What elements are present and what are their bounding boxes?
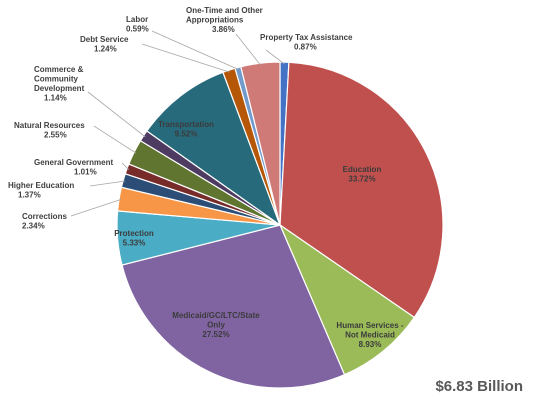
slice-value-corrections: 2.34%	[22, 222, 45, 231]
slice-name-commerce-community-development: Development	[34, 84, 85, 93]
slice-name-property-tax-assistance: Property Tax Assistance	[260, 33, 353, 42]
pie-slice-transportation	[146, 71, 282, 227]
slice-labels: Property Tax Assistance 0.87% Education 33.…	[8, 6, 404, 349]
pie-slice-medicaid-gc-ltc-state-only	[121, 224, 346, 389]
slice-value-transportation: 9.52%	[175, 130, 198, 139]
slice-name-corrections: Corrections	[22, 212, 67, 221]
slice-name-higher-education: Higher Education	[8, 181, 74, 190]
slice-name-labor: Labor	[126, 15, 148, 24]
slice-label-property-tax-assistance: Property Tax Assistance 0.87%	[260, 33, 353, 52]
slice-label-higher-education: Higher Education 1.37%	[8, 181, 74, 200]
slice-name-protection: Protection	[114, 229, 154, 238]
slice-label-commerce-community-development: Commerce & Community Development 1.14%	[34, 65, 85, 103]
slice-value-protection: 5.33%	[123, 239, 146, 248]
slice-label-transportation: Transportation 9.52%	[158, 120, 214, 139]
leader-line-higher-education	[89, 180, 126, 187]
leader-line-corrections	[70, 198, 122, 217]
slice-label-natural-resources: Natural Resources 2.55%	[14, 121, 85, 140]
slice-value-property-tax-assistance: 0.87%	[294, 43, 317, 52]
leader-line-natural-resources	[93, 125, 137, 154]
leader-line-general-government	[121, 162, 130, 170]
leader-line-property-tax-assistance	[265, 49, 285, 65]
slice-value-education: 33.72%	[348, 175, 375, 184]
slice-name-general-government: General Government	[34, 158, 113, 167]
slice-name-commerce-community-development: Commerce &	[34, 65, 84, 74]
slice-value-human-services-not-medicaid: 8.93%	[359, 340, 382, 349]
total-budget-label: $6.83 Billion	[435, 378, 523, 395]
slice-name-human-services-not-medicaid: Human Services -	[336, 321, 403, 330]
slice-value-natural-resources: 2.55%	[44, 131, 67, 140]
slice-label-debt-service: Debt Service 1.24%	[80, 35, 129, 54]
pie-slices	[116, 61, 444, 389]
leader-line-debt-service	[141, 43, 230, 73]
slice-value-labor: 0.59%	[126, 25, 149, 34]
slice-value-medicaid-gc-ltc-state-only: 27.52%	[202, 330, 229, 339]
leader-line-one-time-and-other-appropriations	[235, 33, 261, 66]
slice-label-medicaid-gc-ltc-state-only: Medicaid/GC/LTC/State Only 27.52%	[172, 311, 260, 339]
leader-lines	[70, 30, 285, 217]
slice-value-higher-education: 1.37%	[18, 191, 41, 200]
pie-slice-human-services-not-medicaid	[278, 223, 416, 376]
slice-name-one-time-and-other-appropriations: Appropriations	[186, 16, 244, 25]
slice-label-general-government: General Government 1.01%	[34, 158, 113, 177]
slice-name-medicaid-gc-ltc-state-only: Medicaid/GC/LTC/State	[172, 311, 260, 320]
slice-label-labor: Labor 0.59%	[126, 15, 149, 34]
slice-label-education: Education 33.72%	[343, 165, 382, 184]
slice-label-human-services-not-medicaid: Human Services -Not Medicaid 8.93%	[336, 321, 403, 349]
slice-label-protection: Protection 5.33%	[114, 229, 154, 248]
slice-name-transportation: Transportation	[158, 120, 214, 129]
slice-value-debt-service: 1.24%	[94, 45, 117, 54]
slice-name-education: Education	[343, 165, 382, 174]
slice-name-one-time-and-other-appropriations: One-Time and Other	[186, 6, 263, 15]
slice-name-commerce-community-development: Community	[34, 75, 79, 84]
pie-slice-education	[279, 61, 444, 319]
slice-value-commerce-community-development: 1.14%	[44, 94, 67, 103]
slice-name-natural-resources: Natural Resources	[14, 121, 85, 130]
slice-name-human-services-not-medicaid: Not Medicaid	[345, 331, 395, 340]
slice-label-one-time-and-other-appropriations: One-Time and Other Appropriations 3.86%	[186, 6, 263, 34]
slice-name-debt-service: Debt Service	[80, 35, 129, 44]
leader-line-commerce-community-development	[87, 91, 146, 138]
slice-value-general-government: 1.01%	[74, 168, 97, 177]
leader-line-labor	[151, 30, 239, 70]
slice-label-corrections: Corrections 2.34%	[22, 212, 67, 231]
pie-slice-one-time-and-other-appropriations	[240, 61, 281, 226]
slice-value-one-time-and-other-appropriations: 3.86%	[212, 25, 235, 34]
slice-name-medicaid-gc-ltc-state-only: Only	[207, 321, 225, 330]
